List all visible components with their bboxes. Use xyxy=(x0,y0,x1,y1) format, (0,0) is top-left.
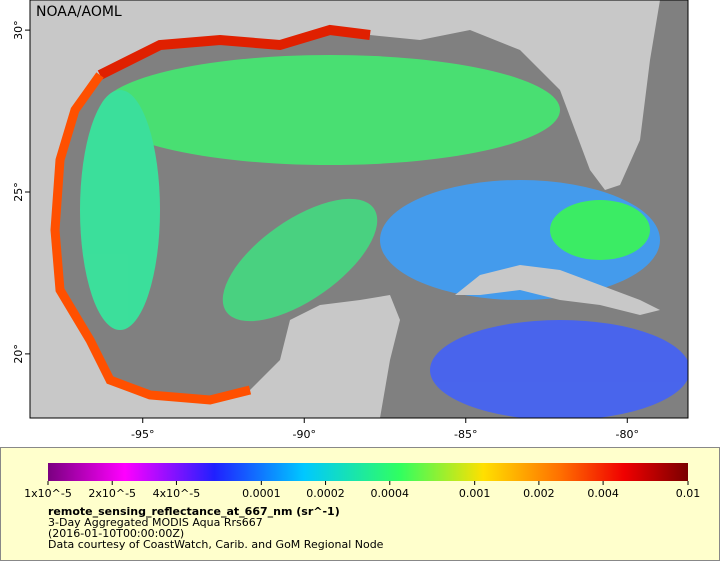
cuba xyxy=(455,265,660,315)
y-tick-label: 20° xyxy=(12,344,25,364)
land xyxy=(30,0,660,418)
colorbar-tick-label: 0.0001 xyxy=(242,487,281,500)
y-tick-label: 30° xyxy=(12,20,25,40)
colorbar-tick-label: 4x10^-5 xyxy=(153,487,201,500)
y-tick-label: 25° xyxy=(12,182,25,202)
colorbar-tick-label: 0.0004 xyxy=(371,487,410,500)
legend-line: (2016-01-10T00:00:00Z) xyxy=(48,527,184,540)
colorbar-tick-label: 0.004 xyxy=(587,487,619,500)
colorbar-tick-label: 0.0002 xyxy=(306,487,345,500)
colorbar xyxy=(48,463,688,481)
coastal-high xyxy=(50,72,252,405)
map-area: NOAA/AOML xyxy=(30,0,688,418)
colorbar-tick-label: 0.001 xyxy=(459,487,491,500)
coastal-high xyxy=(97,24,371,80)
legend-line: 3-Day Aggregated MODIS Aqua Rrs667 xyxy=(48,516,263,529)
colorbar-tick-label: 0.01 xyxy=(676,487,701,500)
colorbar-tick-label: 1x10^-5 xyxy=(24,487,72,500)
x-tick-label: -80° xyxy=(616,428,639,441)
colorbar-tick-label: 0.002 xyxy=(523,487,555,500)
map-border xyxy=(29,0,689,419)
x-tick-label: -85° xyxy=(454,428,477,441)
x-tick-label: -90° xyxy=(293,428,316,441)
colorbar-tick-label: 2x10^-5 xyxy=(88,487,136,500)
credit: NOAA/AOML xyxy=(36,4,122,20)
legend-line: Data courtesy of CoastWatch, Carib. and … xyxy=(48,538,384,551)
x-tick-label: -95° xyxy=(131,428,154,441)
legend-title: remote_sensing_reflectance_at_667_nm (sr… xyxy=(48,505,340,518)
data-overlay xyxy=(80,55,688,418)
